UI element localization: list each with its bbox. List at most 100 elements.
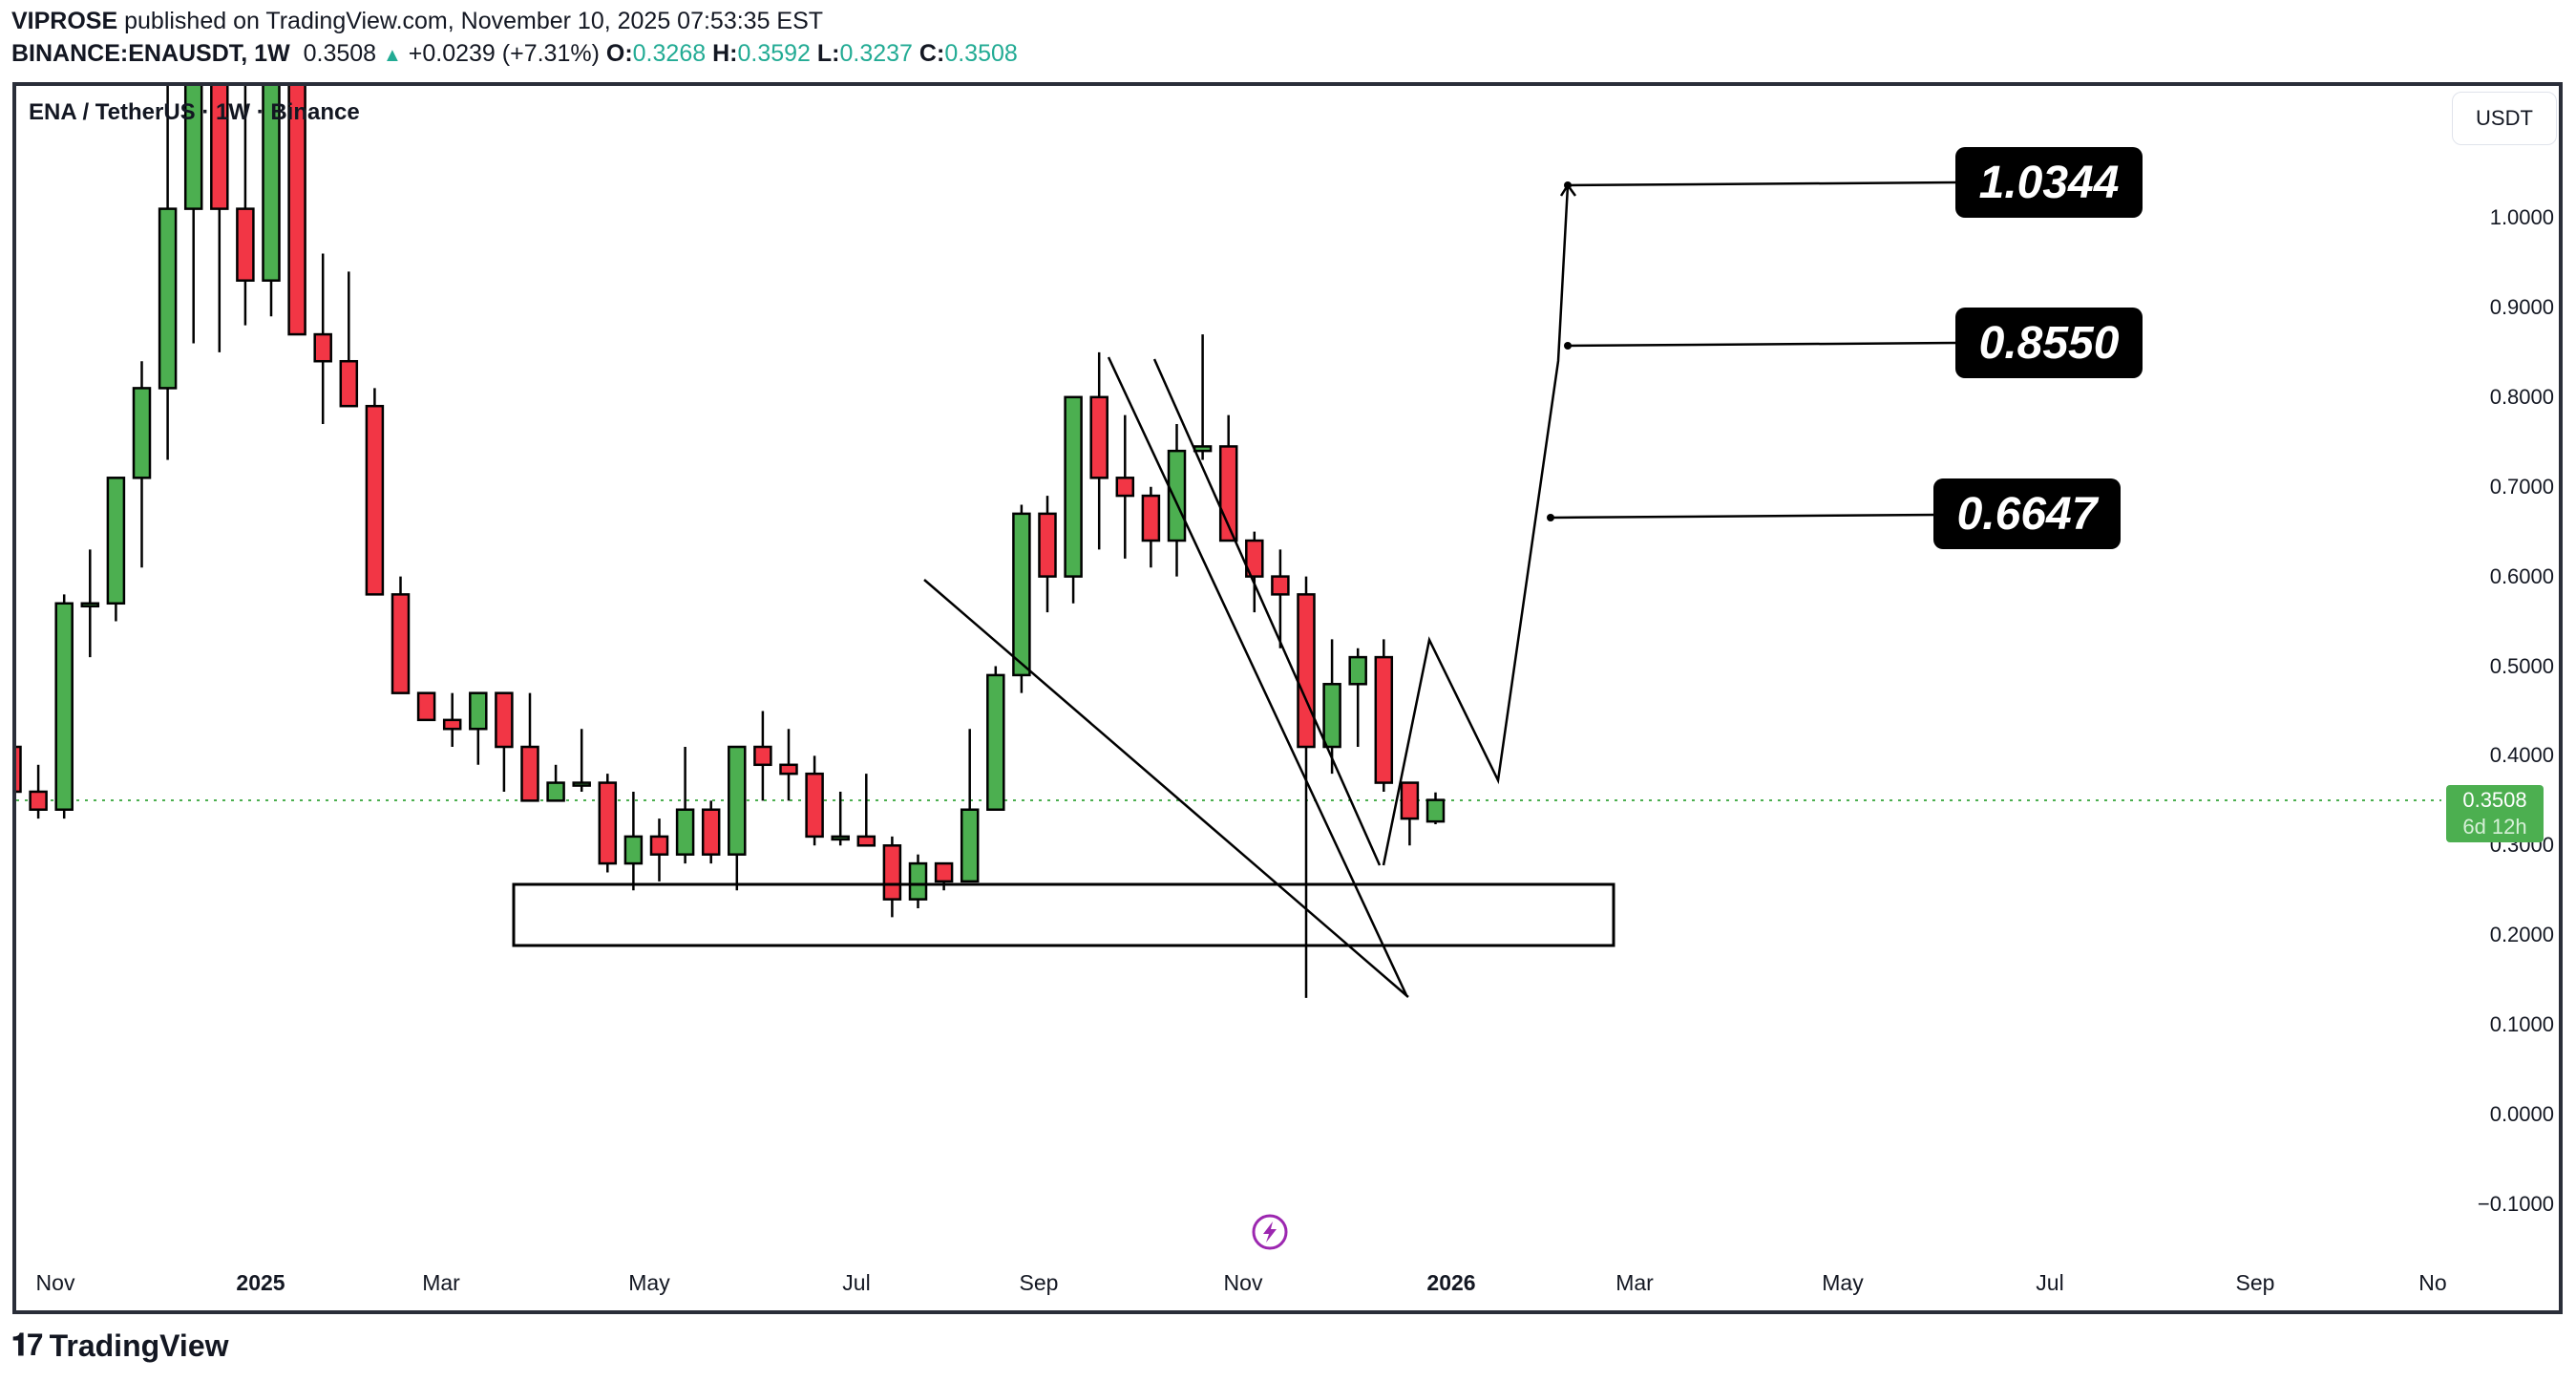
symbol-info: BINANCE:ENAUSDT, 1W 0.3508 ▲ +0.0239 (+7… [11, 40, 1018, 67]
candle-down[interactable] [1245, 539, 1264, 578]
candle-up[interactable] [469, 691, 488, 731]
candle-down[interactable] [701, 808, 721, 856]
time-axis-label: Sep [2235, 1270, 2275, 1295]
lightning-event-icon[interactable] [1251, 1213, 1289, 1251]
candle-up[interactable] [1167, 449, 1187, 542]
currency-unit-button[interactable]: USDT [2452, 92, 2557, 145]
candle-down[interactable] [934, 861, 954, 883]
time-axis-label: 2026 [1426, 1270, 1476, 1295]
time-axis-label: Nov [1223, 1270, 1263, 1295]
bar-countdown: 6d 12h [2462, 815, 2527, 839]
candle-down[interactable] [882, 844, 902, 901]
target-line-1[interactable] [1567, 181, 1958, 187]
candle-up[interactable] [1348, 655, 1367, 686]
candle-down[interactable] [520, 745, 539, 802]
candle-up[interactable] [546, 781, 565, 802]
candle-down[interactable] [495, 691, 514, 749]
candle-down[interactable] [236, 207, 255, 282]
candle-down[interactable] [442, 718, 462, 731]
close-value: 0.3508 [944, 40, 1018, 67]
candle-up[interactable] [908, 861, 928, 901]
candle-up[interactable] [106, 477, 126, 606]
high-value: 0.3592 [737, 40, 811, 67]
target-point-3 [1547, 514, 1554, 521]
candles-group [5, 56, 1446, 998]
wedge-upper-trendline-1[interactable] [1107, 356, 1408, 996]
candle-down[interactable] [856, 835, 876, 847]
candle-down[interactable] [313, 332, 332, 363]
time-axis-label: No [2418, 1270, 2447, 1295]
candle-up[interactable] [960, 808, 980, 883]
time-axis-label: Jul [842, 1270, 871, 1295]
price-axis-label: 0.9000 [2489, 294, 2554, 319]
support-zone-box[interactable] [512, 882, 1615, 947]
candle-down[interactable] [1089, 395, 1109, 479]
candle-up[interactable] [572, 781, 591, 787]
candle-up[interactable] [623, 835, 644, 865]
target-line-2[interactable] [1567, 341, 1958, 348]
tradingview-logo-icon: 𝟏7 [11, 1328, 44, 1362]
candle-down[interactable] [391, 593, 411, 694]
low-value: 0.3237 [839, 40, 913, 67]
candle-down[interactable] [1297, 593, 1316, 749]
target-label-3: 0.6647 [1933, 478, 2121, 549]
candle-down[interactable] [287, 83, 306, 336]
time-axis-label: May [1822, 1270, 1864, 1295]
price-axis-label: 0.0000 [2489, 1102, 2554, 1126]
candle-up[interactable] [262, 83, 281, 282]
candle-down[interactable] [1141, 494, 1161, 542]
candle-up[interactable] [54, 602, 74, 811]
candle-down[interactable] [1271, 575, 1290, 596]
price-axis-label: 0.4000 [2489, 743, 2554, 768]
time-axis-label: Sep [1019, 1270, 1059, 1295]
candle-down[interactable] [598, 781, 618, 865]
candle-up[interactable] [1425, 798, 1446, 823]
candle-down[interactable] [29, 790, 48, 811]
candle-down[interactable] [416, 691, 436, 722]
price-change: +0.0239 (+7.31%) [408, 40, 600, 67]
candle-up[interactable] [1193, 445, 1213, 453]
tradingview-brand[interactable]: 𝟏7 TradingView [11, 1328, 229, 1364]
candle-up[interactable] [831, 835, 850, 841]
candle-up[interactable] [158, 207, 178, 390]
candle-up[interactable] [1322, 683, 1341, 749]
time-axis-label: May [628, 1270, 670, 1295]
candle-down[interactable] [779, 763, 798, 775]
projected-path[interactable] [1382, 184, 1570, 866]
last-price-value: 0.3508 [2462, 788, 2527, 812]
price-axis-label: 0.6000 [2489, 563, 2554, 588]
time-axis-label: Nov [35, 1270, 75, 1295]
candle-up[interactable] [80, 602, 100, 608]
price-axis-label: 0.8000 [2489, 384, 2554, 409]
price-axis-label: 0.2000 [2489, 923, 2554, 947]
last-price-tag: 0.3508 6d 12h [2446, 785, 2544, 842]
candle-down[interactable] [5, 745, 22, 794]
target-line-3[interactable] [1550, 513, 1939, 520]
candle-down[interactable] [649, 835, 669, 856]
candle-up[interactable] [183, 56, 203, 210]
target-label-2: 0.8550 [1955, 308, 2143, 378]
target-point-1 [1564, 181, 1572, 189]
candle-up[interactable] [1064, 395, 1083, 578]
candle-down[interactable] [805, 772, 824, 839]
candle-down[interactable] [1374, 655, 1394, 784]
candle-up[interactable] [132, 387, 152, 479]
time-axis-label: Mar [1615, 1270, 1654, 1295]
candle-up[interactable] [986, 673, 1005, 811]
candle-down[interactable] [339, 359, 359, 408]
candle-up[interactable] [675, 808, 695, 856]
candle-down[interactable] [365, 404, 385, 596]
author-name: VIPROSE [11, 8, 118, 34]
candle-down[interactable] [1115, 477, 1135, 498]
candle-down[interactable] [1400, 781, 1420, 820]
wedge-upper-trendline-2[interactable] [1152, 358, 1382, 866]
candle-up[interactable] [728, 745, 747, 856]
candle-down[interactable] [753, 745, 772, 767]
candle-down[interactable] [210, 56, 229, 210]
wedge-lower-trendline[interactable] [923, 579, 1409, 998]
publish-info: VIPROSE published on TradingView.com, No… [11, 8, 823, 35]
chart-frame[interactable] [12, 82, 2563, 1314]
candle-up[interactable] [1012, 512, 1031, 677]
candle-down[interactable] [1038, 512, 1057, 578]
